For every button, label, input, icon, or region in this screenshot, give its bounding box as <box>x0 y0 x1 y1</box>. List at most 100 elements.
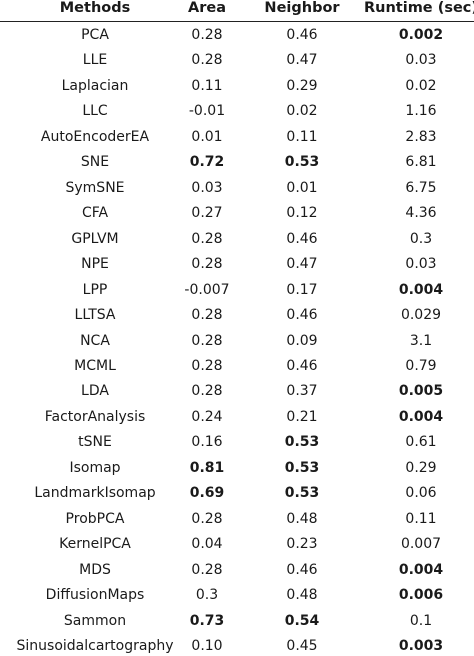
table-cell: 0.03 <box>405 256 437 273</box>
table-cell: 0.48 <box>286 587 318 604</box>
table-cell: 0.45 <box>286 638 318 655</box>
table-cell: 0.28 <box>191 561 223 578</box>
table-cell: 0.47 <box>286 52 318 69</box>
table-cell: -0.007 <box>184 281 230 298</box>
table-cell: 0.29 <box>405 459 437 476</box>
table-cell: 0.23 <box>286 536 318 553</box>
table-cell: 0.46 <box>286 230 318 247</box>
table-cell: LLC <box>82 103 108 120</box>
header-cell: Runtime (sec) <box>363 0 474 16</box>
table-cell: 0.12 <box>286 205 318 222</box>
table-cell: 0.81 <box>189 459 225 476</box>
table-cell: 0.04 <box>191 536 223 553</box>
table-cell: 4.36 <box>405 205 437 222</box>
table-cell: 6.75 <box>405 179 437 196</box>
table-cell: 0.28 <box>191 332 223 349</box>
table-cell: 0.72 <box>189 154 225 171</box>
table-cell: 0.09 <box>286 332 318 349</box>
table-cell: 0.1 <box>409 612 433 629</box>
table-cell: tSNE <box>78 434 112 451</box>
table-cell: 1.16 <box>405 103 437 120</box>
table-cell: 0.28 <box>191 27 223 43</box>
table-cell: 3.1 <box>409 332 433 349</box>
table-cell: 0.53 <box>284 434 320 451</box>
table-cell: ProbPCA <box>65 510 125 527</box>
table-cell: 0.54 <box>284 612 320 629</box>
table-cell: 0.02 <box>286 103 318 120</box>
table-cell: 0.69 <box>189 485 225 502</box>
table-cell: LLTSA <box>74 307 116 324</box>
table-cell: LPP <box>82 281 108 298</box>
table-cell: 0.004 <box>398 561 444 578</box>
table-cell: 0.28 <box>191 52 223 69</box>
table-cell: 0.46 <box>286 307 318 324</box>
table-cell: 0.37 <box>286 383 318 400</box>
table-cell: 0.28 <box>191 383 223 400</box>
table-cell: PCA <box>81 27 109 43</box>
table-cell: Sammon <box>63 612 127 629</box>
table-cell: 0.24 <box>191 408 223 425</box>
table-cell: DiffusionMaps <box>45 587 145 604</box>
table-cell: 0.004 <box>398 281 444 298</box>
table-cell: 0.46 <box>286 27 318 43</box>
table-cell: NCA <box>80 332 110 349</box>
table-cell: 0.53 <box>284 485 320 502</box>
header-rule <box>0 21 474 22</box>
table-cell: 0.01 <box>286 179 318 196</box>
table-cell: CFA <box>81 205 109 222</box>
header-cell: Area <box>188 0 226 16</box>
header-cell: Methods <box>59 0 131 16</box>
table-cell: LDA <box>81 383 109 400</box>
table-cell: 0.002 <box>398 27 444 43</box>
table-cell: Laplacian <box>61 77 129 94</box>
table-cell: SymSNE <box>65 179 125 196</box>
table-cell: 0.48 <box>286 510 318 527</box>
table-cell: MCML <box>74 357 116 374</box>
table-cell: 0.28 <box>191 510 223 527</box>
table-cell: LandmarkIsomap <box>34 485 156 502</box>
table-cell: 6.81 <box>405 154 437 171</box>
table-cell: 0.10 <box>191 638 223 655</box>
table-cell: 0.3 <box>409 230 433 247</box>
table-cell: 0.004 <box>398 408 444 425</box>
table-cell: 2.83 <box>405 128 437 145</box>
table-cell: NPE <box>81 256 109 273</box>
table-cell: AutoEncoderEA <box>40 128 150 145</box>
table-cell: 0.03 <box>191 179 223 196</box>
table-cell: 0.005 <box>398 383 444 400</box>
table-cell: 0.02 <box>405 77 437 94</box>
table-cell: 0.11 <box>405 510 437 527</box>
table-cell: 0.28 <box>191 256 223 273</box>
header-cell: Neighbor <box>264 0 340 16</box>
table-cell: 0.73 <box>189 612 225 629</box>
table-cell: 0.029 <box>400 307 442 324</box>
table-cell: 0.11 <box>191 77 223 94</box>
table-cell: 0.61 <box>405 434 437 451</box>
table-cell: 0.53 <box>284 154 320 171</box>
table-cell: 0.28 <box>191 230 223 247</box>
table-cell: 0.79 <box>405 357 437 374</box>
table-cell: -0.01 <box>188 103 226 120</box>
table-cell: 0.11 <box>286 128 318 145</box>
table-cell: 0.06 <box>405 485 437 502</box>
table-cell: 0.006 <box>398 587 444 604</box>
table-cell: KernelPCA <box>59 536 131 553</box>
table-cell: 0.03 <box>405 52 437 69</box>
table-cell: 0.27 <box>191 205 223 222</box>
table-cell: 0.01 <box>191 128 223 145</box>
table-cell: 0.003 <box>398 638 444 655</box>
table-cell: 0.29 <box>286 77 318 94</box>
table-cell: 0.47 <box>286 256 318 273</box>
table-cell: LLE <box>82 52 108 69</box>
table-cell: 0.28 <box>191 307 223 324</box>
table-cell: 0.21 <box>286 408 318 425</box>
table-cell: 0.46 <box>286 357 318 374</box>
table-cell: Sinusoidalcartography <box>16 638 174 655</box>
table-cell: 0.3 <box>195 587 219 604</box>
table-cell: Isomap <box>69 459 121 476</box>
table-cell: FactorAnalysis <box>44 408 146 425</box>
table-cell: SNE <box>80 154 110 171</box>
table-cell: 0.17 <box>286 281 318 298</box>
table-cell: GPLVM <box>71 230 119 247</box>
